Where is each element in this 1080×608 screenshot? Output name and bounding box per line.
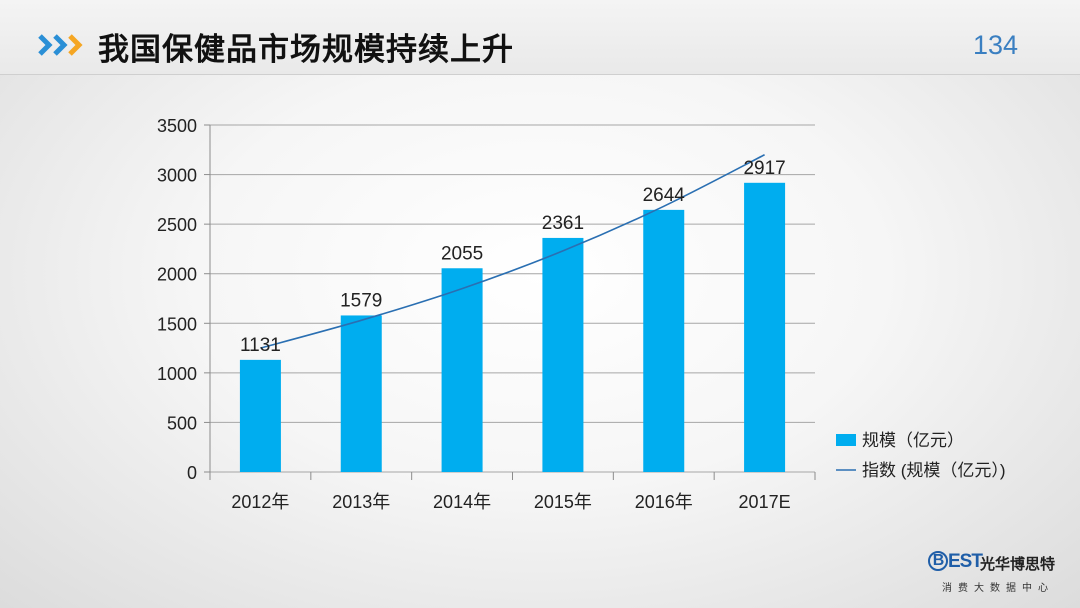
bar <box>239 359 281 472</box>
y-tick-label: 500 <box>167 413 197 433</box>
bar <box>643 209 685 473</box>
x-tick-label: 2016年 <box>635 492 693 512</box>
x-tick-label: 2017E <box>739 492 791 512</box>
legend-label-line: 指数 (规模（亿元）) <box>862 461 1006 480</box>
y-tick-label: 1000 <box>157 364 197 384</box>
data-label: 2644 <box>643 185 686 206</box>
legend-label-bar: 规模（亿元） <box>862 431 964 450</box>
company-logo: B EST 光华博思特 消费大数据中心 <box>928 551 1068 595</box>
data-label: 2361 <box>542 213 584 234</box>
logo-best-text: EST <box>948 551 983 572</box>
x-tick-label: 2014年 <box>433 492 491 512</box>
bar <box>542 237 584 472</box>
y-tick-label: 2000 <box>157 265 197 285</box>
page-number: 134 <box>972 30 1018 60</box>
logo-company-name: 光华博思特 <box>980 555 1056 573</box>
bar <box>744 182 786 472</box>
data-label: 2917 <box>743 158 785 179</box>
y-tick-label: 2500 <box>157 215 197 235</box>
trend-line <box>260 154 765 349</box>
y-tick-label: 1500 <box>157 314 197 334</box>
y-tick-label: 0 <box>187 463 197 483</box>
y-tick-label: 3000 <box>157 166 197 186</box>
y-tick-label: 3500 <box>157 116 197 136</box>
chevron-arrows-icon <box>38 34 83 56</box>
page-title: 我国保健品市场规模持续上升 <box>98 32 514 68</box>
slide-header: 我国保健品市场规模持续上升 134 <box>0 0 1080 75</box>
bar <box>340 315 382 472</box>
x-tick-label: 2015年 <box>534 492 592 512</box>
data-label: 2055 <box>441 243 483 264</box>
data-label: 1131 <box>240 335 281 356</box>
legend-swatch-bar <box>836 434 856 446</box>
logo-best-mark: B EST <box>928 551 983 573</box>
bar <box>441 268 483 472</box>
x-tick-label: 2013年 <box>332 492 390 512</box>
x-tick-label: 2012年 <box>231 492 289 512</box>
data-label: 1579 <box>340 290 382 311</box>
logo-tagline: 消费大数据中心 <box>942 583 1054 594</box>
